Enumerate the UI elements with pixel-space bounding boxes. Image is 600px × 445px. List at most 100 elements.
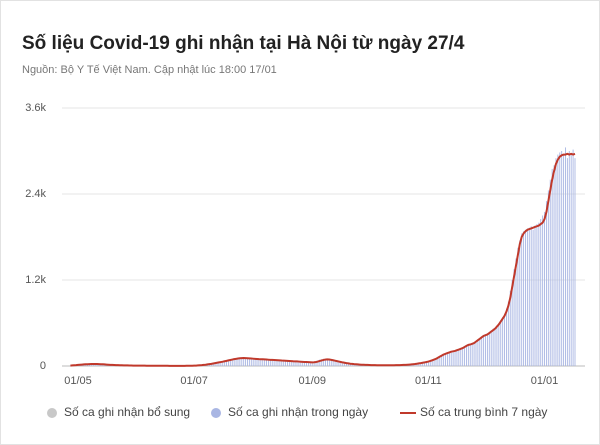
bar	[288, 360, 290, 366]
bar	[237, 358, 239, 366]
bar	[456, 349, 458, 366]
legend-label: Số ca ghi nhận bổ sung	[64, 405, 190, 419]
bar	[273, 359, 275, 366]
bar	[511, 280, 513, 366]
x-tick-label: 01/09	[298, 375, 326, 387]
bar	[309, 362, 311, 366]
bar	[222, 362, 224, 366]
bar	[485, 334, 486, 366]
bar	[243, 357, 245, 366]
x-tick-label: 01/05	[64, 375, 92, 387]
bar	[545, 201, 547, 366]
bar	[471, 343, 473, 366]
bar	[506, 308, 507, 366]
bar	[248, 358, 250, 366]
x-tick-label: 01/01	[531, 375, 559, 387]
bar	[475, 340, 477, 366]
bar	[338, 361, 340, 366]
bar	[542, 215, 544, 366]
bar	[513, 269, 515, 366]
bar	[547, 190, 549, 366]
bar	[336, 361, 338, 366]
bar	[422, 362, 424, 366]
bar	[300, 361, 302, 366]
bar	[435, 358, 437, 366]
bar	[298, 361, 300, 366]
bar	[441, 355, 443, 366]
bar	[267, 359, 269, 366]
legend-label: Số ca trung bình 7 ngày	[420, 405, 547, 419]
bar	[448, 352, 450, 366]
bar	[551, 168, 553, 366]
bar	[549, 179, 551, 366]
bar	[313, 361, 315, 366]
bar	[342, 362, 344, 366]
bar	[349, 363, 351, 366]
bar	[507, 301, 509, 366]
bar	[427, 360, 429, 366]
bar	[458, 349, 460, 366]
bar	[87, 364, 88, 366]
bar	[317, 360, 319, 366]
bar	[544, 211, 545, 366]
bar	[254, 359, 256, 366]
bar	[519, 240, 521, 366]
bar	[418, 363, 420, 366]
bar	[306, 362, 307, 366]
bar	[530, 226, 532, 366]
bar	[500, 320, 502, 366]
bar	[325, 359, 327, 366]
bar	[275, 360, 277, 366]
bar	[570, 154, 572, 366]
bar	[330, 360, 332, 366]
bar	[241, 358, 243, 366]
bar	[271, 360, 273, 366]
bar	[226, 361, 227, 366]
bar	[437, 357, 439, 366]
bar	[492, 328, 494, 366]
legend-swatch	[47, 408, 57, 418]
bar	[332, 360, 334, 366]
y-tick-label: 0	[40, 360, 46, 372]
bar	[439, 356, 441, 366]
bar	[233, 359, 235, 366]
legend-label: Số ca ghi nhận trong ngày	[228, 405, 368, 419]
bar	[334, 360, 336, 366]
bar	[279, 360, 281, 366]
bar	[304, 361, 306, 366]
bar	[469, 345, 471, 366]
bar	[559, 152, 561, 366]
bar	[424, 361, 426, 366]
bar	[498, 323, 500, 366]
bar	[473, 342, 475, 366]
bar	[555, 158, 557, 366]
y-tick-label: 3.6k	[25, 102, 46, 114]
bar	[488, 332, 490, 366]
bar	[532, 229, 534, 366]
bar	[540, 219, 542, 366]
bar	[450, 350, 452, 366]
bar	[494, 328, 496, 366]
bar	[247, 358, 248, 366]
bar	[563, 154, 565, 366]
bar	[285, 360, 287, 366]
bar	[224, 360, 226, 366]
y-tick-label: 2.4k	[25, 188, 46, 200]
bar	[462, 347, 464, 366]
bar	[292, 360, 294, 366]
bar	[525, 229, 526, 366]
bar	[294, 361, 296, 366]
bar	[445, 353, 446, 366]
bar	[245, 358, 247, 366]
bar	[266, 359, 267, 366]
bar	[214, 363, 216, 366]
chart-subtitle: Nguồn: Bộ Y Tế Việt Nam. Cập nhật lúc 18…	[22, 64, 277, 76]
bar	[466, 345, 467, 366]
bar	[477, 339, 479, 366]
bar	[296, 361, 298, 366]
bar	[327, 359, 328, 366]
bar	[481, 336, 483, 366]
bar	[311, 362, 313, 366]
